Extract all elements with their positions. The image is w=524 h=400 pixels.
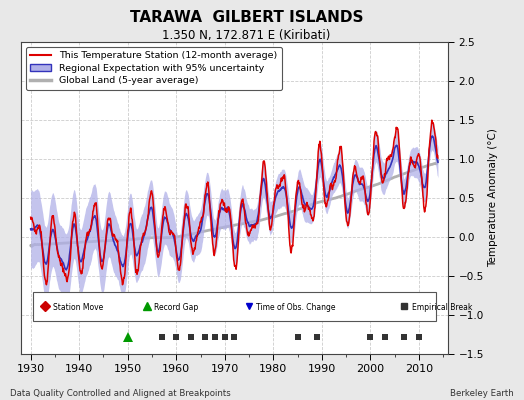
Legend: This Temperature Station (12-month average), Regional Expectation with 95% uncer: This Temperature Station (12-month avera… [26, 47, 282, 90]
Text: Data Quality Controlled and Aligned at Breakpoints: Data Quality Controlled and Aligned at B… [10, 389, 231, 398]
Text: Record Gap: Record Gap [155, 303, 199, 312]
Text: Empirical Break: Empirical Break [412, 303, 472, 312]
Text: TARAWA  GILBERT ISLANDS: TARAWA GILBERT ISLANDS [129, 10, 363, 25]
Text: Berkeley Earth: Berkeley Earth [450, 389, 514, 398]
Y-axis label: Temperature Anomaly (°C): Temperature Anomaly (°C) [488, 128, 498, 268]
Text: 1.350 N, 172.871 E (Kiribati): 1.350 N, 172.871 E (Kiribati) [162, 29, 331, 42]
Text: Time of Obs. Change: Time of Obs. Change [256, 303, 336, 312]
Text: Station Move: Station Move [52, 303, 103, 312]
FancyBboxPatch shape [33, 292, 436, 321]
